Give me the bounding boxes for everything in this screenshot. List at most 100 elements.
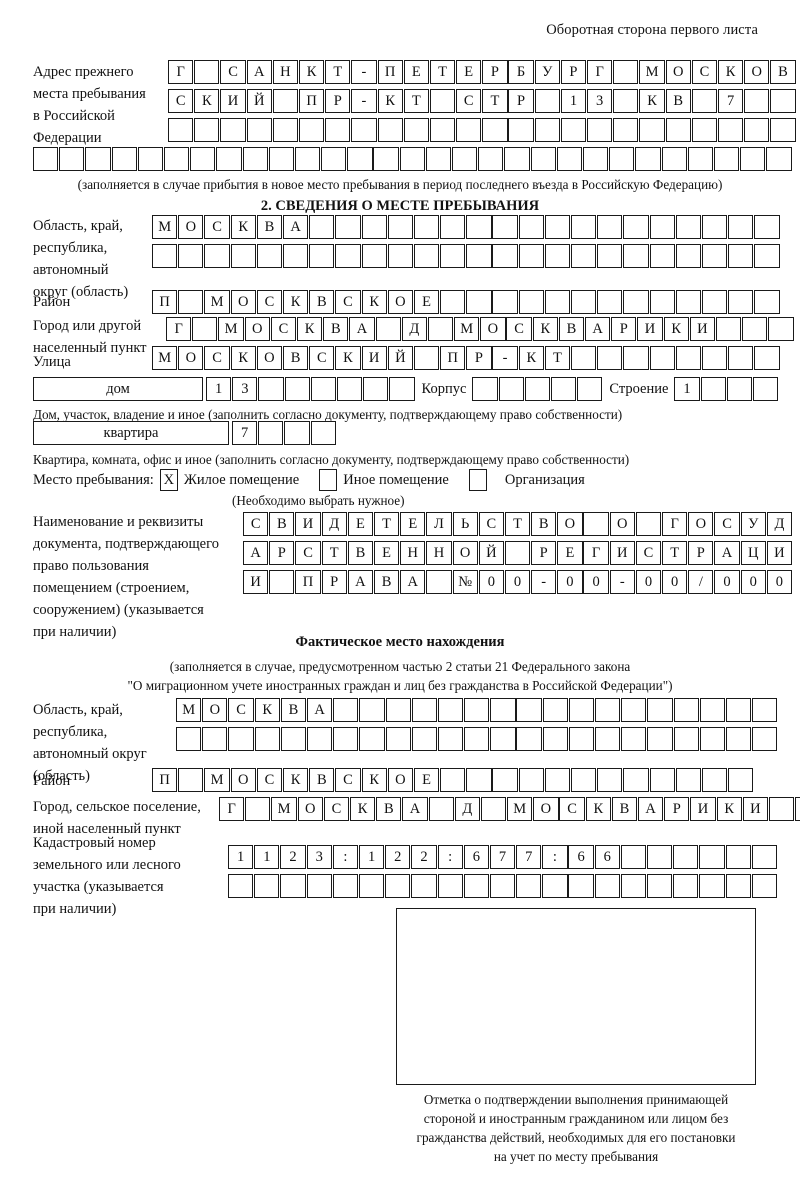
char-box[interactable] [673, 698, 699, 722]
char-box[interactable]: Л [426, 512, 452, 536]
char-box[interactable]: О [557, 512, 583, 536]
char-box[interactable] [246, 118, 272, 142]
char-box[interactable]: О [256, 346, 283, 370]
char-box[interactable] [490, 698, 516, 722]
char-box[interactable] [754, 290, 780, 314]
char-box[interactable]: И [361, 346, 387, 370]
char-box[interactable]: - [492, 346, 518, 370]
char-box[interactable] [752, 698, 778, 722]
char-box[interactable] [440, 768, 466, 792]
char-box[interactable] [726, 377, 753, 401]
char-box[interactable]: Р [531, 541, 557, 565]
char-box[interactable]: Р [688, 541, 714, 565]
char-box[interactable] [429, 118, 456, 142]
char-box[interactable] [456, 118, 482, 142]
char-box[interactable] [751, 845, 778, 869]
char-box[interactable]: В [611, 797, 638, 821]
char-box[interactable] [728, 768, 754, 792]
char-box[interactable] [306, 727, 333, 751]
document-row-3[interactable]: И П Р А В А № 0 0-0 0-0 0/0 0 0 [243, 570, 793, 594]
char-box[interactable]: 6 [463, 845, 489, 869]
char-box[interactable] [623, 244, 649, 268]
char-box[interactable]: С [243, 512, 269, 536]
char-box[interactable]: Н [426, 541, 452, 565]
char-box[interactable] [518, 768, 544, 792]
char-box[interactable]: Д [766, 512, 793, 536]
char-box[interactable] [194, 60, 220, 84]
char-box[interactable] [480, 797, 507, 821]
char-box[interactable] [754, 244, 780, 268]
char-box[interactable] [190, 147, 216, 171]
char-box[interactable]: 3 [587, 89, 613, 113]
char-box[interactable] [111, 147, 137, 171]
char-box[interactable] [411, 874, 437, 898]
char-box[interactable] [701, 290, 728, 314]
char-box[interactable]: О [178, 215, 204, 239]
char-box[interactable] [272, 118, 299, 142]
char-box[interactable] [768, 317, 794, 341]
char-box[interactable]: И [220, 89, 246, 113]
char-box[interactable]: - [351, 60, 377, 84]
char-box[interactable]: С [559, 797, 585, 821]
char-box[interactable]: 0 [583, 570, 609, 594]
char-box[interactable] [725, 845, 751, 869]
char-box[interactable]: В [665, 89, 691, 113]
char-box[interactable]: С [228, 698, 254, 722]
char-box[interactable]: Г [662, 512, 688, 536]
char-box[interactable] [403, 118, 429, 142]
char-box[interactable] [294, 147, 321, 171]
char-box[interactable]: Т [544, 346, 571, 370]
char-box[interactable]: И [609, 541, 635, 565]
flat-number-boxes[interactable]: 7 [232, 421, 337, 445]
char-box[interactable]: 1 [254, 845, 280, 869]
char-box[interactable] [437, 698, 464, 722]
char-box[interactable] [595, 727, 621, 751]
char-box[interactable]: Р [269, 541, 295, 565]
char-box[interactable]: С [204, 215, 230, 239]
char-box[interactable] [699, 727, 726, 751]
char-box[interactable]: Е [456, 60, 482, 84]
char-box[interactable] [715, 317, 742, 341]
char-box[interactable]: А [400, 570, 426, 594]
char-box[interactable] [544, 290, 571, 314]
char-box[interactable] [701, 244, 728, 268]
char-box[interactable]: Т [321, 541, 347, 565]
char-box[interactable] [582, 147, 609, 171]
char-box[interactable] [621, 727, 647, 751]
char-box[interactable]: В [309, 290, 335, 314]
cadastral-row-2[interactable] [228, 874, 778, 898]
char-box[interactable]: П [440, 346, 466, 370]
char-box[interactable] [620, 874, 647, 898]
char-box[interactable]: Р [325, 89, 351, 113]
char-box[interactable] [728, 290, 754, 314]
char-box[interactable] [245, 797, 271, 821]
char-box[interactable]: - [609, 570, 635, 594]
char-box[interactable] [413, 244, 440, 268]
char-box[interactable] [478, 147, 504, 171]
char-box[interactable] [363, 377, 389, 401]
char-box[interactable] [385, 698, 411, 722]
char-box[interactable] [516, 727, 542, 751]
char-box[interactable] [568, 874, 594, 898]
char-box[interactable] [254, 874, 280, 898]
char-box[interactable] [504, 147, 530, 171]
char-box[interactable] [597, 290, 623, 314]
char-box[interactable]: 0 [740, 570, 766, 594]
char-box[interactable] [571, 768, 597, 792]
char-box[interactable] [647, 845, 673, 869]
char-box[interactable] [544, 768, 571, 792]
char-box[interactable] [597, 346, 623, 370]
char-box[interactable] [498, 377, 524, 401]
char-box[interactable] [463, 874, 489, 898]
char-box[interactable] [258, 377, 284, 401]
char-box[interactable]: Й [478, 541, 504, 565]
char-box[interactable] [466, 215, 492, 239]
char-box[interactable] [649, 346, 675, 370]
char-box[interactable] [635, 512, 662, 536]
char-box[interactable] [661, 147, 687, 171]
char-box[interactable]: 0 [662, 570, 688, 594]
char-box[interactable]: И [689, 317, 716, 341]
